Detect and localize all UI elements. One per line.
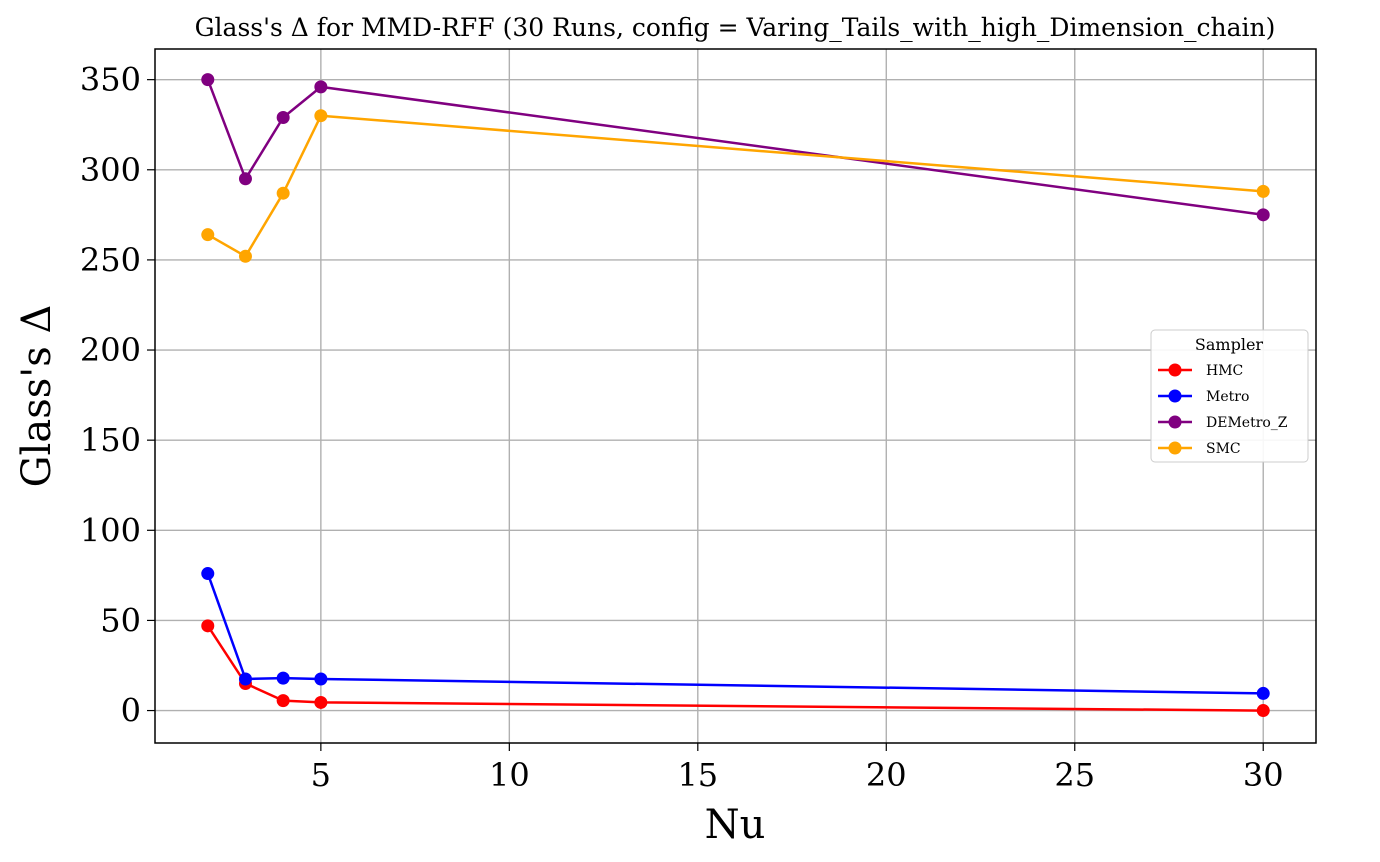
series-demetro-z [201,73,1270,222]
grid [155,49,1316,743]
data-point-metro [1256,686,1270,700]
data-point-demetro-z [1256,208,1270,222]
legend-label-hmc: HMC [1206,363,1243,379]
legend-item-smc: SMC [1158,441,1241,457]
y-tick-label: 50 [100,601,141,639]
data-point-metro [238,672,252,686]
y-tick-label: 300 [80,151,141,189]
data-point-hmc [201,619,215,633]
x-tick-label: 15 [677,756,718,794]
y-axis-label: Glass's Δ [14,305,60,488]
series-smc [201,109,1270,263]
y-tick-label: 0 [121,692,141,730]
x-tick-label: 5 [311,756,331,794]
data-point-metro [276,671,290,685]
legend-item-hmc: HMC [1158,363,1243,379]
x-tick-label: 30 [1243,756,1284,794]
data-point-hmc [276,694,290,708]
data-point-hmc [1256,704,1270,718]
x-axis-label: Nu [705,802,766,848]
legend-marker-demetro-z [1168,415,1182,429]
legend-label-demetro-z: DEMetro_Z [1206,415,1288,431]
y-tick-label: 150 [80,421,141,459]
data-point-smc [201,228,215,242]
legend-marker-metro [1168,389,1182,403]
data-point-demetro-z [238,172,252,186]
y-tick-label: 350 [80,61,141,99]
data-point-metro [314,672,328,686]
chart-title: Glass's Δ for MMD-RFF (30 Runs, config =… [195,13,1276,42]
y-tick-label: 200 [80,331,141,369]
legend-marker-hmc [1168,363,1182,377]
plot-frame [154,48,1317,744]
legend-title: Sampler [1195,335,1264,354]
data-point-hmc [314,695,328,709]
series-layer [201,73,1270,718]
x-tick-label: 10 [489,756,530,794]
data-point-demetro-z [276,110,290,124]
legend: Sampler HMC Metro DEMetro_Z SMC [1150,329,1309,463]
legend-box [1150,329,1309,463]
x-tick-label: 25 [1054,756,1095,794]
legend-item-demetro-z: DEMetro_Z [1158,415,1288,431]
series-metro [201,567,1270,700]
data-point-demetro-z [201,73,215,87]
y-tick-label: 100 [80,511,141,549]
data-point-smc [314,109,328,123]
legend-marker-smc [1168,441,1182,455]
x-tick-label: 20 [866,756,907,794]
data-point-demetro-z [314,80,328,94]
data-point-smc [238,249,252,263]
legend-items: HMC Metro DEMetro_Z SMC [1158,363,1288,457]
data-point-smc [1256,184,1270,198]
data-point-metro [201,567,215,581]
y-tick-label: 250 [80,241,141,279]
legend-label-metro: Metro [1206,389,1249,405]
legend-item-metro: Metro [1158,389,1249,405]
legend-label-smc: SMC [1206,441,1241,457]
data-point-smc [276,186,290,200]
